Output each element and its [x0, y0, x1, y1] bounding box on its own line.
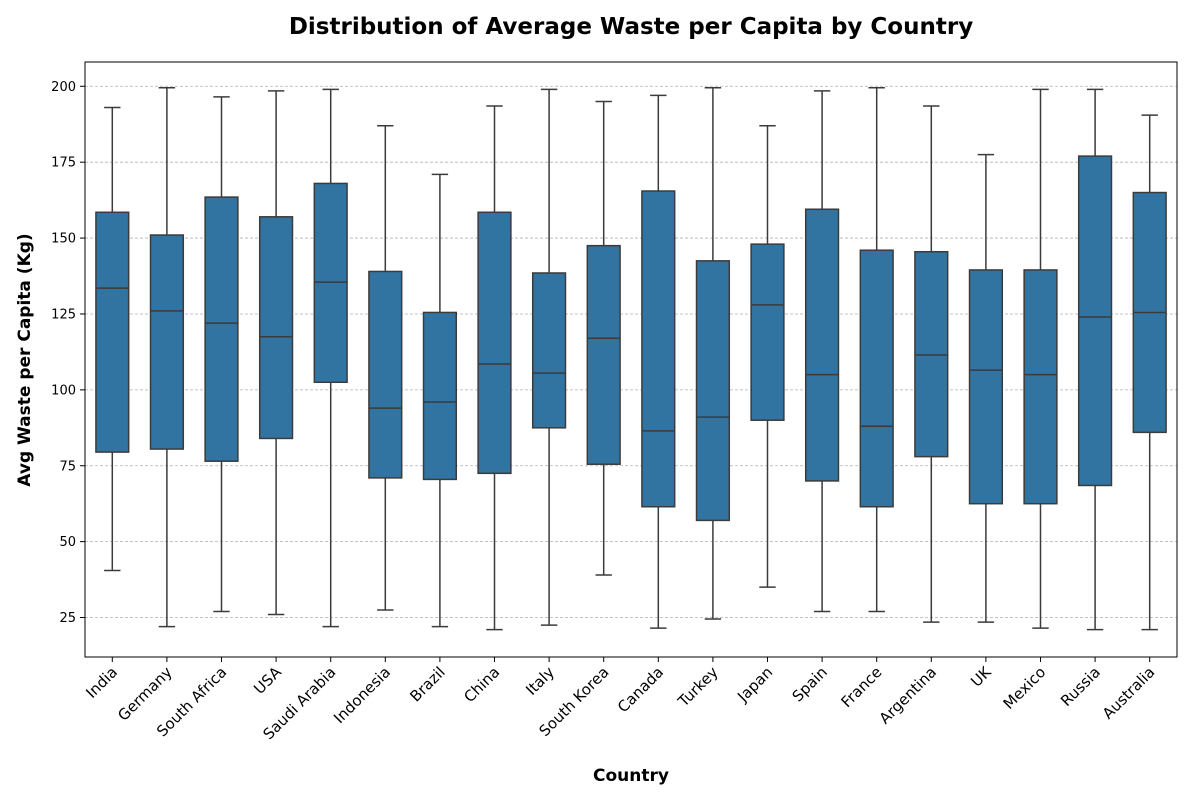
iqr-box [149, 234, 185, 450]
y-tick-label: 100 [51, 383, 76, 398]
box-indonesia [368, 125, 403, 611]
box-china [477, 105, 512, 631]
iqr-box [859, 249, 894, 508]
iqr-box [313, 182, 348, 384]
box-argentina [914, 105, 949, 623]
x-tick-label: Argentina [876, 663, 940, 727]
box-germany [149, 87, 185, 628]
iqr-box [695, 260, 731, 522]
y-tick-label: 75 [59, 459, 76, 474]
x-tick-label: USA [250, 663, 285, 698]
iqr-box [641, 190, 676, 508]
iqr-box [368, 270, 403, 479]
x-tick-label: Japan [733, 663, 776, 706]
x-tick-label: Italy [522, 663, 558, 699]
box-italy [531, 88, 567, 626]
x-tick-label: UK [967, 662, 995, 690]
iqr-box [204, 196, 239, 462]
x-tick-label: China [460, 663, 503, 706]
iqr-box [1077, 155, 1113, 487]
x-tick-label: Spain [789, 663, 831, 705]
box-australia [1132, 114, 1167, 631]
iqr-box [914, 250, 949, 458]
x-tick-label: Mexico [1000, 663, 1050, 713]
x-axis-label: Country [593, 766, 669, 786]
iqr-box [968, 269, 1004, 505]
iqr-box [586, 244, 621, 465]
x-tick-label: France [838, 663, 886, 711]
x-tick-label: Turkey [674, 663, 722, 711]
iqr-box [750, 243, 785, 421]
y-tick-label: 200 [51, 80, 76, 95]
box-spain [804, 90, 840, 613]
y-tick-label: 150 [51, 232, 76, 247]
y-tick-label: 125 [51, 307, 76, 322]
iqr-box [422, 311, 458, 481]
x-tick-label: Indonesia [330, 663, 394, 727]
chart-title: Distribution of Average Waste per Capita… [289, 14, 973, 40]
box-brazil [422, 173, 458, 628]
iqr-box [531, 272, 567, 429]
iqr-box [804, 208, 840, 482]
x-tick-label: Canada [614, 663, 667, 716]
x-tick-label: Australia [1099, 663, 1159, 723]
box-mexico [1023, 88, 1058, 629]
y-tick-label: 50 [59, 535, 76, 550]
box-saudi-arabia [313, 88, 348, 628]
box-russia [1077, 88, 1113, 631]
box-south-korea [586, 100, 621, 576]
x-tick-label: India [82, 663, 121, 702]
box-uk [968, 153, 1004, 623]
box-canada [641, 94, 676, 629]
box-turkey [695, 87, 731, 620]
iqr-box [258, 216, 294, 440]
plot-frame [84, 61, 1178, 658]
y-axis-label: Avg Waste per Capita (Kg) [15, 233, 35, 486]
x-tick-label: Brazil [406, 663, 448, 705]
y-axis-ticks: 25 50 75 100 125 150 175 200 [51, 80, 85, 626]
iqr-box [95, 211, 130, 453]
y-tick-label: 175 [51, 156, 76, 171]
box-south-africa [204, 96, 239, 613]
box-usa [258, 90, 294, 616]
iqr-box [477, 211, 512, 475]
gridlines [85, 85, 1177, 618]
x-tick-label: Russia [1057, 663, 1104, 710]
iqr-box [1023, 269, 1058, 505]
box-japan [750, 125, 785, 588]
y-tick-label: 25 [59, 611, 76, 626]
box-france [859, 87, 894, 613]
box-series [95, 87, 1167, 631]
box-india [95, 106, 130, 572]
